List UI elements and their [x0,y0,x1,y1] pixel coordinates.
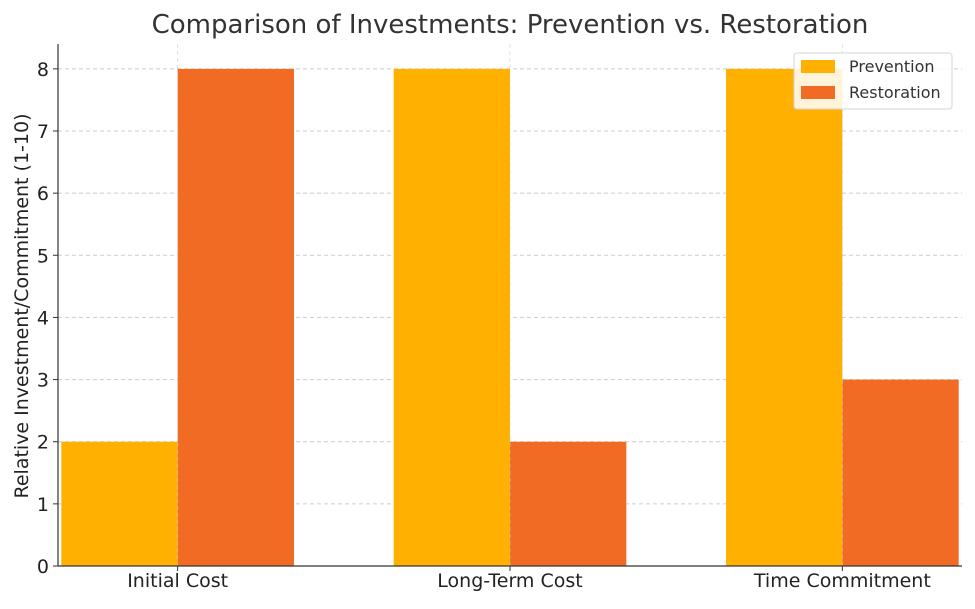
x-tick-label: Initial Cost [127,570,228,592]
bar-prevention-2 [726,68,843,566]
bar-restoration-2 [842,379,959,566]
bar-restoration-1 [510,441,627,566]
y-tick-label: 2 [37,432,49,454]
y-tick-label: 0 [37,556,49,578]
bars-layer [61,44,959,566]
legend-swatch-restoration [801,86,835,99]
legend-label-prevention: Prevention [849,57,935,76]
bar-restoration-0 [177,68,294,566]
chart-title: Comparison of Investments: Prevention vs… [152,10,869,40]
legend-swatch-prevention [801,60,835,73]
y-tick-label: 8 [37,59,49,81]
bar-prevention-0 [61,441,178,566]
y-tick-label: 6 [37,183,49,205]
y-tick-label: 1 [37,494,49,516]
y-tick-label: 3 [37,370,49,392]
legend: Prevention Restoration [793,52,953,110]
legend-label-restoration: Restoration [849,83,941,102]
y-tick-label: 7 [37,121,49,143]
ticks-layer: 0 1 2 3 4 5 6 7 8 Initial Cost Long-Term Cost Time … [37,59,931,592]
y-tick-label: 5 [37,245,49,267]
y-axis-label: Relative Investment/Commitment (1-10) [11,114,33,499]
bar-prevention-1 [393,68,510,566]
y-tick-label: 4 [37,307,49,329]
x-tick-label: Long-Term Cost [437,570,582,592]
x-tick-label: Time Commitment [753,570,931,592]
